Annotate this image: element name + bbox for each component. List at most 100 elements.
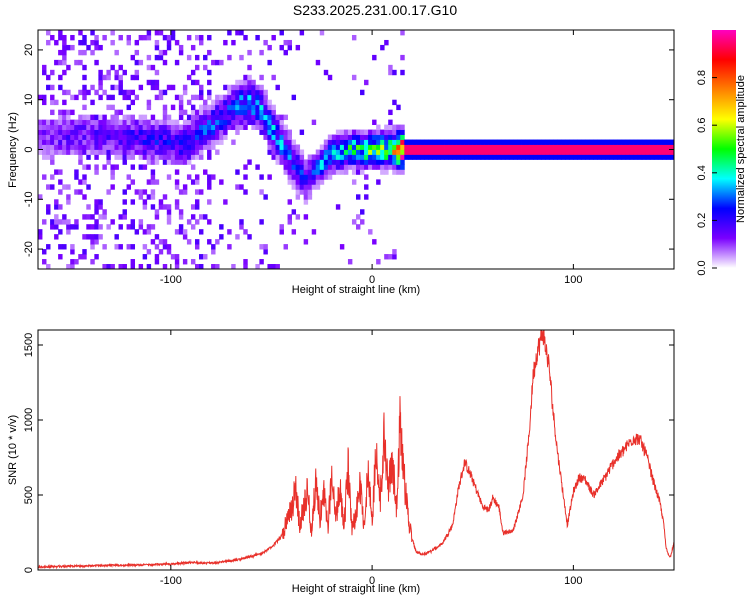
spectrogram-cell — [364, 144, 369, 150]
spectrogram-cell — [452, 144, 458, 150]
spectrogram-cell — [585, 139, 590, 145]
spectrogram-cell — [126, 114, 131, 121]
spectrogram-cell — [42, 219, 47, 225]
spectrogram-cell — [617, 139, 623, 145]
spectrogram-cell — [388, 139, 393, 145]
spectrogram-cell — [58, 179, 63, 185]
spectrogram-cell — [110, 129, 115, 135]
spectrogram-cell — [295, 159, 301, 165]
spectrogram-cell — [82, 119, 87, 126]
spectrogram-cell — [174, 169, 180, 175]
spectrogram-cell — [46, 129, 51, 135]
spectrogram-cell — [90, 224, 95, 230]
spectrogram-cell — [58, 244, 63, 250]
spectrogram-cell — [182, 154, 188, 160]
spectrogram-cell — [118, 144, 123, 150]
spectrogram-cell — [114, 124, 119, 130]
spectrogram-cell — [456, 139, 462, 145]
spectrogram-cell — [291, 164, 297, 170]
spectrogram-cell — [199, 114, 204, 121]
spectrogram-cell — [78, 119, 83, 126]
spectrogram-cell — [343, 139, 349, 145]
snr-x-tick-label: 0 — [369, 575, 375, 587]
spectrogram-cell — [138, 139, 144, 145]
spectrogram-cell — [247, 104, 252, 111]
spectrogram-cell — [271, 119, 276, 126]
spectrogram-cell — [247, 159, 252, 165]
spectrogram-cell — [126, 144, 131, 150]
spectrogram-cell — [106, 69, 111, 76]
spectrogram-cell — [247, 99, 252, 106]
spectrogram-cell — [299, 189, 305, 195]
spectrogram-cell — [142, 229, 148, 235]
spectrogram-cell — [263, 99, 268, 106]
spectrogram-cell — [194, 189, 200, 195]
spectrogram-cell — [476, 139, 482, 145]
snr-x-axis-title: Height of straight line (km) — [292, 583, 420, 595]
spectrogram-cell — [82, 144, 87, 150]
spectrogram-cell — [134, 59, 140, 66]
spectrogram-cell — [521, 139, 526, 145]
spectrogram-cell — [178, 229, 184, 235]
spectrogram-cell — [54, 149, 59, 155]
spectrogram-cell — [54, 234, 59, 240]
spectrogram-cell — [102, 139, 107, 145]
spectrogram-cell — [243, 94, 248, 101]
spectrogram-cell — [118, 149, 123, 155]
spectrogram-cell — [42, 94, 47, 101]
spectrogram-cell — [573, 154, 578, 160]
spectrogram-cell — [247, 109, 252, 116]
spectrogram-cell — [38, 129, 43, 135]
spectrogram-cell — [118, 214, 123, 220]
spectrogram-cell — [102, 164, 107, 170]
spectrogram-cell — [207, 179, 212, 185]
spectrogram-cell — [74, 259, 79, 265]
spectrogram-cell — [166, 144, 172, 150]
spectrogram-cell — [150, 84, 156, 91]
spectrogram-cell — [70, 264, 75, 269]
spectrogram-cell — [166, 209, 172, 215]
spectrogram-cell — [625, 144, 631, 150]
spectrogram-cell — [126, 34, 131, 41]
spectrogram-cell — [553, 139, 558, 145]
spectrogram-x-tick-label: -100 — [160, 274, 182, 286]
spectrogram-cell — [271, 124, 276, 130]
spectrogram-cell — [158, 49, 164, 56]
spectrogram-cell — [178, 94, 184, 101]
spectrogram-cell — [138, 264, 144, 269]
spectrogram-cell — [166, 129, 172, 135]
spectrogram-cell — [319, 174, 325, 180]
spectrogram-cell — [114, 109, 119, 116]
spectrogram-cell — [207, 79, 212, 86]
spectrogram-cell — [223, 119, 228, 126]
spectrogram-cell — [70, 244, 75, 250]
spectrogram-cell — [207, 124, 212, 130]
spectrogram-cell — [138, 149, 144, 155]
spectrogram-cell — [110, 149, 115, 155]
spectrogram-cell — [130, 179, 136, 185]
spectrogram-cell — [287, 129, 292, 135]
spectrogram-cell — [323, 144, 329, 150]
spectrogram-cell — [235, 104, 240, 111]
spectrogram-cell — [319, 169, 325, 175]
spectrogram-cell — [283, 169, 288, 175]
spectrogram-cell — [400, 54, 405, 61]
spectrogram-cell — [74, 94, 79, 101]
snr-y-axis-title: SNR (10 * v/v) — [7, 415, 19, 485]
spectrogram-cell — [267, 109, 272, 116]
spectrogram-cell — [259, 49, 264, 56]
spectrogram-cell — [98, 224, 103, 230]
spectrogram-cell — [106, 124, 111, 130]
snr-frame — [37, 329, 675, 571]
spectrogram-cell — [251, 109, 256, 116]
spectrogram-cell — [186, 114, 192, 121]
spectrogram-cell — [384, 144, 389, 150]
spectrogram-cell — [368, 129, 373, 135]
spectrogram-cell — [255, 264, 260, 269]
spectrogram-cell — [388, 254, 393, 260]
spectrogram-cell — [376, 164, 381, 170]
spectrogram-cell — [641, 154, 647, 160]
spectrogram-cell — [665, 139, 671, 145]
spectrogram-cell — [126, 244, 131, 250]
spectrogram-cell — [372, 149, 377, 155]
